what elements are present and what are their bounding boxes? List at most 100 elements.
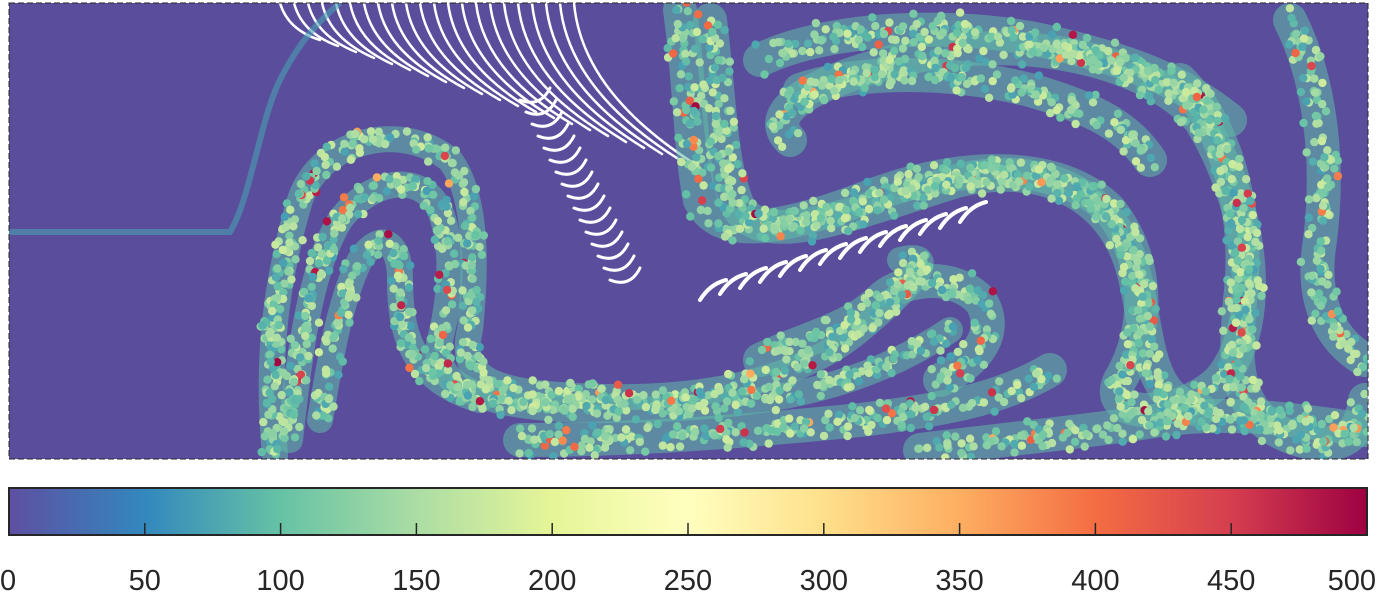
particle [1299, 34, 1309, 43]
particle [675, 84, 684, 93]
particle [345, 210, 354, 219]
particle [451, 146, 460, 155]
particle [884, 311, 893, 320]
void-streak [858, 230, 888, 254]
particle [528, 406, 537, 416]
particle [700, 406, 710, 415]
particle [387, 276, 396, 285]
particle [1346, 355, 1355, 365]
particle [1055, 46, 1064, 55]
particle [1130, 390, 1139, 399]
particle [330, 331, 339, 340]
particle [737, 185, 746, 195]
particle [466, 361, 475, 371]
particle [322, 142, 331, 151]
particle [1310, 88, 1320, 97]
particle [348, 271, 357, 280]
particle [333, 318, 342, 328]
particle [752, 391, 762, 400]
particle [317, 250, 327, 259]
particle [815, 46, 824, 55]
particle [1173, 419, 1183, 428]
particle [879, 195, 889, 204]
particle [811, 18, 821, 28]
particle [866, 355, 876, 364]
particle [461, 261, 470, 270]
particle [683, 7, 692, 16]
particle [1248, 210, 1258, 220]
particle [927, 365, 936, 374]
particle [735, 199, 744, 208]
particle [280, 279, 289, 288]
particle [720, 232, 730, 241]
particle [475, 242, 484, 252]
particle [746, 369, 755, 378]
particle [763, 337, 772, 347]
particle [973, 286, 982, 295]
particle [258, 321, 267, 330]
particle [984, 93, 994, 103]
particle [359, 135, 369, 144]
particle [858, 197, 867, 206]
particle [448, 158, 457, 168]
particle [715, 128, 724, 137]
particle [1032, 369, 1041, 378]
particle [1092, 424, 1101, 434]
particle [796, 397, 806, 406]
particle [1296, 257, 1306, 267]
particle [1225, 374, 1234, 384]
particle [1070, 437, 1080, 446]
particle [917, 42, 926, 52]
particle [802, 218, 811, 227]
particle [938, 285, 947, 295]
particle [943, 441, 952, 450]
particle [868, 13, 877, 22]
void-streak [572, 3, 700, 168]
particle [1122, 350, 1131, 359]
particle [930, 182, 940, 191]
particle [753, 426, 763, 435]
particle [966, 452, 976, 459]
particle [924, 72, 933, 82]
particle [953, 347, 963, 357]
particle [428, 368, 437, 377]
particle [285, 238, 294, 247]
particle [1237, 215, 1247, 225]
particle [1224, 226, 1233, 235]
particle [352, 293, 361, 302]
particle [942, 166, 951, 175]
particle [1017, 60, 1027, 69]
particle [970, 318, 979, 327]
particle [1121, 277, 1130, 286]
particle [923, 443, 932, 452]
particle [885, 55, 894, 65]
void-streak [738, 266, 768, 290]
particle [856, 25, 865, 34]
particle [435, 270, 444, 279]
particle [1296, 430, 1306, 439]
particle [1330, 411, 1340, 420]
particle [1015, 21, 1025, 31]
particle [920, 402, 930, 411]
particle [423, 133, 432, 142]
particle [785, 215, 794, 224]
particle [834, 410, 844, 419]
particle [1314, 289, 1324, 298]
particle [1352, 437, 1362, 447]
void-streak [460, 3, 556, 120]
particle [1175, 387, 1185, 397]
particle [690, 44, 700, 53]
particle [625, 446, 635, 455]
particle [1116, 250, 1125, 259]
particle [1180, 403, 1190, 412]
particle [1136, 146, 1146, 155]
void-streak [474, 3, 574, 126]
void-regions [278, 3, 988, 302]
particle [887, 368, 896, 378]
particle [681, 49, 690, 59]
particle [778, 142, 787, 151]
particle [1129, 323, 1138, 333]
particle [1119, 73, 1129, 82]
particle [385, 175, 394, 184]
particle [322, 256, 332, 265]
